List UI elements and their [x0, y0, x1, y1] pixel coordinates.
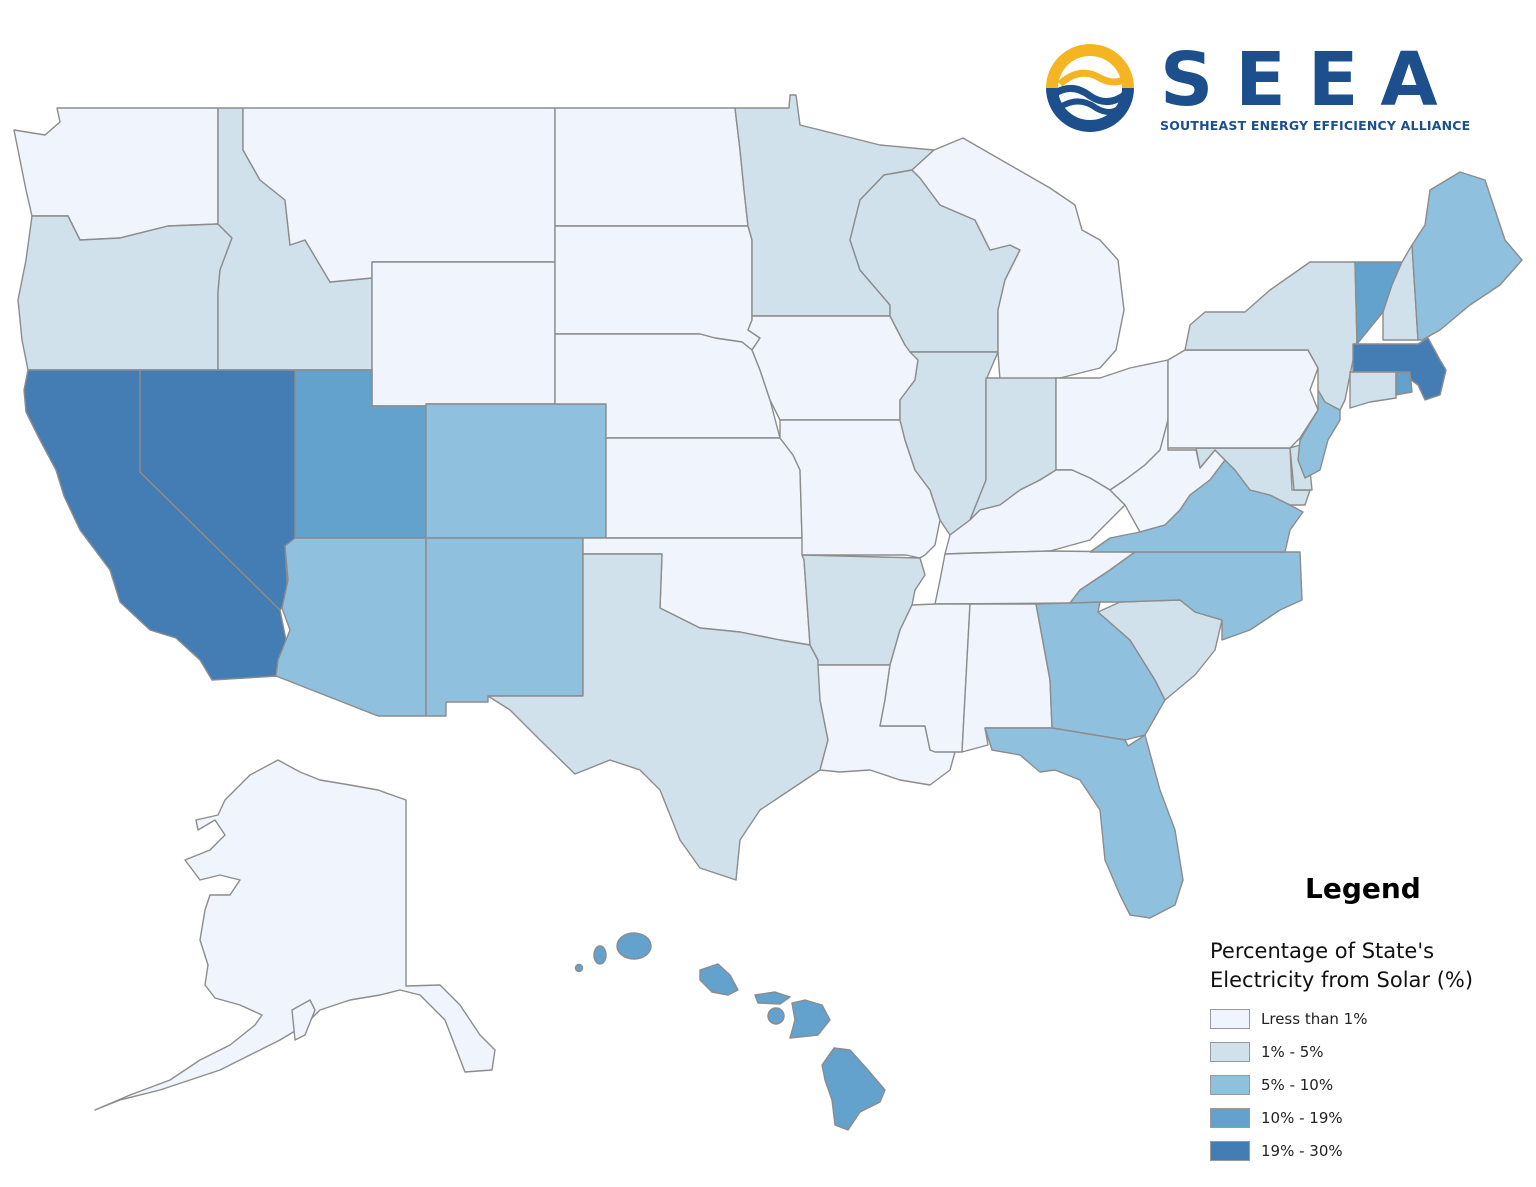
seea-logo: SEEA SOUTHEAST ENERGY EFFICIENCY ALLIANC… — [1040, 37, 1470, 138]
seea-emblem-icon — [1046, 44, 1134, 132]
legend-items: Lress than 1% 1% - 5% 5% - 10% 10% - 19%… — [1210, 1002, 1367, 1167]
legend-label: 19% - 30% — [1261, 1141, 1343, 1160]
state-connecticut[interactable] — [1349, 371, 1397, 409]
state-texas[interactable] — [487, 553, 829, 881]
state-hawaii[interactable] — [574, 932, 886, 1131]
state-north-dakota[interactable] — [554, 107, 749, 227]
state-iowa[interactable] — [747, 315, 919, 421]
legend-swatch — [1210, 1074, 1250, 1095]
legend-swatch — [1210, 1107, 1250, 1128]
legend-swatch — [1210, 1008, 1250, 1029]
state-kansas[interactable] — [605, 437, 803, 539]
legend-swatch — [1210, 1041, 1250, 1062]
state-maine[interactable] — [1411, 171, 1523, 341]
state-colorado[interactable] — [425, 403, 607, 539]
legend-item: 10% - 19% — [1210, 1101, 1367, 1134]
legend-swatch — [1210, 1140, 1250, 1161]
legend-label: Lress than 1% — [1261, 1009, 1368, 1028]
logo-acronym: SEEA — [1160, 37, 1460, 123]
state-alaska-kodiak[interactable] — [291, 999, 316, 1041]
legend-label: 5% - 10% — [1261, 1075, 1334, 1094]
legend-label: 10% - 19% — [1261, 1108, 1343, 1127]
state-arizona[interactable] — [275, 537, 427, 717]
state-california[interactable] — [23, 369, 291, 681]
state-alaska[interactable] — [94, 759, 496, 1111]
state-north-carolina[interactable] — [1069, 551, 1303, 641]
legend-item: 1% - 5% — [1210, 1035, 1367, 1068]
state-rhode-island[interactable] — [1395, 371, 1413, 396]
legend-title: Legend — [1305, 872, 1421, 905]
legend-heading: Percentage of State's Electricity from S… — [1210, 939, 1474, 992]
legend-item: Lress than 1% — [1210, 1002, 1367, 1035]
legend-item: 19% - 30% — [1210, 1134, 1367, 1167]
state-wyoming[interactable] — [371, 261, 556, 407]
legend-label: 1% - 5% — [1261, 1042, 1324, 1061]
logo-full-name: SOUTHEAST ENERGY EFFICIENCY ALLIANCE — [1160, 118, 1471, 133]
state-pennsylvania[interactable] — [1167, 349, 1319, 449]
state-maryland[interactable] — [1195, 447, 1311, 506]
state-oregon[interactable] — [17, 215, 233, 371]
legend-item: 5% - 10% — [1210, 1068, 1367, 1101]
state-new-mexico[interactable] — [425, 537, 584, 717]
state-florida[interactable] — [984, 727, 1184, 919]
state-south-dakota[interactable] — [554, 225, 761, 351]
